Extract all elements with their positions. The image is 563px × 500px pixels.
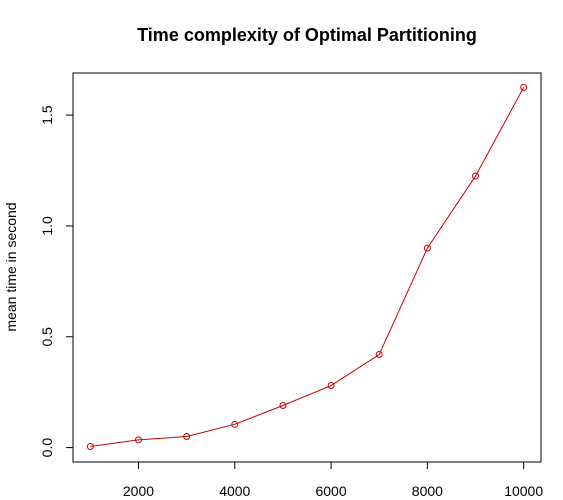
data-point [520, 83, 528, 91]
x-tick-label: 10000 [504, 483, 543, 499]
y-tick-label: 0.0 [39, 438, 55, 458]
y-axis-title: mean time in second [3, 202, 19, 331]
y-tick-label: 0.5 [39, 327, 55, 347]
series-layer [86, 83, 528, 450]
series-line [90, 87, 525, 447]
data-point [279, 401, 287, 409]
data-point [183, 433, 191, 441]
data-point [134, 436, 142, 444]
plot-area-border [72, 72, 542, 463]
data-point [472, 172, 480, 180]
y-tick-label: 1.0 [39, 216, 55, 236]
y-tick-label: 1.5 [39, 105, 55, 125]
data-point [375, 350, 383, 358]
data-point [423, 244, 431, 252]
chart-title: Time complexity of Optimal Partitioning [137, 25, 477, 45]
data-point [327, 382, 335, 390]
x-axis: 2000 4000 6000 8000 10000 [123, 461, 543, 499]
data-point [231, 420, 239, 428]
x-tick-label: 6000 [315, 483, 346, 499]
x-tick-label: 4000 [219, 483, 250, 499]
y-axis: 0.0 0.5 1.0 1.5 [39, 105, 74, 458]
data-point [86, 442, 94, 450]
x-tick-label: 2000 [123, 483, 154, 499]
x-tick-label: 8000 [412, 483, 443, 499]
